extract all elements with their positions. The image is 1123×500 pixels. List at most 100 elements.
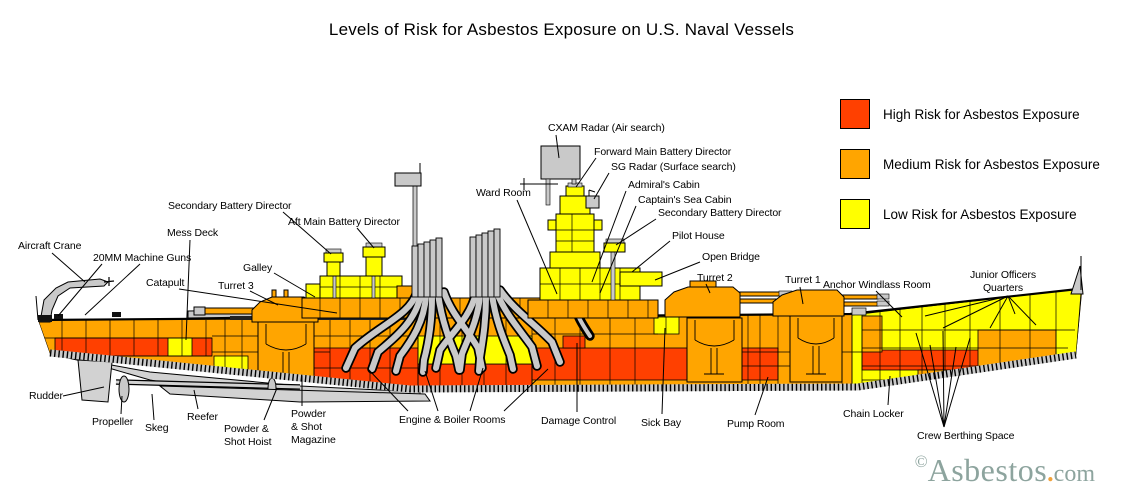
turret-1-barbette — [789, 315, 843, 383]
legend-swatch-0 — [840, 99, 870, 129]
turret-1 — [772, 289, 845, 317]
forward-main-battery-director-cap — [565, 185, 585, 197]
label-rudder: Rudder — [29, 390, 63, 402]
leader-forward-main-battery-director — [575, 157, 597, 188]
label-turret-1: Turret 1 — [785, 274, 821, 286]
leader-engine-boiler-rooms-0 — [367, 368, 409, 412]
leader-junior-officers-quarters-0 — [924, 295, 1009, 317]
label-propeller: Propeller — [92, 416, 134, 428]
anchor-windlass-fitting — [851, 307, 867, 316]
leader-crew-berthing-space-2 — [942, 330, 945, 428]
label-turret-2: Turret 2 — [697, 272, 733, 284]
label-junior-officers-quarters: Junior Officers Quarters — [970, 269, 1036, 294]
turret-1-muzzle-a — [876, 293, 890, 300]
open-bridge-wing — [619, 271, 663, 287]
label-pilot-house: Pilot House — [672, 230, 725, 242]
aft-director-top-b — [365, 242, 383, 248]
tower-level-1 — [549, 251, 601, 269]
label-20mm-machine-guns: 20MM Machine Guns — [93, 252, 191, 264]
label-powder-shot-magazine: Powder & Shot Magazine — [291, 408, 336, 446]
leader-20mm-machine-guns-1 — [84, 263, 141, 316]
leader-open-bridge — [654, 261, 701, 281]
leader-pump-room — [754, 376, 769, 416]
leader-secondary-battery-director-aft — [282, 211, 332, 255]
bridge-base-grid — [547, 300, 649, 318]
watermark-name: Asbestos — [927, 452, 1048, 488]
aft-director-pole-a — [332, 275, 337, 299]
label-galley: Galley — [243, 262, 273, 274]
yardarm — [520, 178, 558, 190]
leader-powder-shot-hoist — [263, 387, 278, 421]
leader-aircraft-crane — [51, 252, 86, 283]
leader-turret-2 — [705, 283, 711, 294]
turret-3-barrel — [203, 307, 257, 315]
barbettes — [257, 315, 843, 383]
leader-engine-boiler-rooms-3 — [503, 368, 549, 412]
leader-pilot-house — [631, 240, 671, 273]
cxam-radar-antenna — [540, 145, 581, 180]
label-powder-shot-hoist: Powder & Shot Hoist — [224, 423, 272, 448]
uptakes — [343, 287, 592, 375]
label-secondary-battery-director-aft: Secondary Battery Director — [168, 200, 292, 212]
leader-skeg — [151, 393, 155, 421]
label-chain-locker: Chain Locker — [843, 408, 904, 420]
turret-3-muzzle — [193, 306, 206, 316]
legend-swatch-2 — [840, 199, 870, 229]
turret-2-barrel-a — [737, 291, 781, 297]
legend-item-2: Low Risk for Asbestos Exposure — [840, 199, 1100, 229]
label-secondary-battery-director-fwd: Secondary Battery Director — [658, 207, 782, 219]
funnel-uptakes — [341, 228, 595, 377]
label-pump-room: Pump Room — [727, 418, 785, 430]
leader-sick-bay — [661, 327, 666, 415]
label-aircraft-crane: Aircraft Crane — [18, 240, 82, 252]
turret-1-barrel-a — [841, 294, 879, 300]
tower-grid — [556, 214, 594, 252]
radar-support — [545, 178, 551, 206]
sg-radar-antenna — [585, 195, 600, 209]
leader-aft-main-battery-director — [356, 227, 375, 249]
forward-turrets — [664, 256, 1084, 318]
label-damage-control: Damage Control — [541, 415, 616, 427]
watermark: ©Asbestos.com — [915, 452, 1095, 489]
leader-sg-radar — [593, 172, 610, 200]
watermark-copyright: © — [914, 452, 928, 471]
leader-turret-1 — [799, 286, 804, 305]
bilge-strip-ribs — [49, 349, 1077, 393]
aft-director-box-b — [365, 256, 383, 277]
bridge-base — [527, 299, 659, 319]
label-anchor-windlass-room: Anchor Windlass Room — [823, 279, 931, 291]
leader-rudder — [62, 386, 105, 397]
legend: High Risk for Asbestos Exposure Medium Ri… — [840, 99, 1100, 250]
leader-chain-locker — [887, 375, 891, 406]
leader-cxam-radar — [555, 134, 560, 159]
leader-propeller — [120, 395, 123, 415]
turret-2-barbette — [686, 317, 743, 383]
underbody — [49, 353, 431, 403]
leader-crew-berthing-space-0 — [915, 332, 945, 428]
sg-radar-mast — [588, 189, 596, 196]
leader-catapult — [178, 288, 338, 314]
crane-hook — [103, 277, 115, 286]
turret-2 — [664, 286, 741, 318]
leader-20mm-machine-guns-0 — [57, 263, 103, 317]
leader-reefer — [193, 389, 199, 410]
leader-captains-sea-cabin — [599, 205, 637, 294]
label-captains-sea-cabin: Captain's Sea Cabin — [638, 194, 732, 206]
label-forward-main-battery-director: Forward Main Battery Director — [594, 146, 732, 158]
stern-flagstaff — [35, 295, 39, 321]
aft-director-box-a — [326, 261, 341, 277]
leader-secondary-battery-director-fwd — [615, 218, 657, 246]
20mm-gun-mount-fwd — [112, 312, 121, 317]
label-reefer: Reefer — [187, 411, 219, 423]
label-sg-radar: SG Radar (Surface search) — [611, 161, 736, 173]
aft-cabin-grid — [320, 276, 402, 298]
legend-label-0: High Risk for Asbestos Exposure — [883, 106, 1080, 122]
leader-junior-officers-quarters-3 — [1007, 295, 1016, 315]
legend-item-1: Medium Risk for Asbestos Exposure — [840, 149, 1100, 179]
leader-turret-3 — [249, 290, 279, 306]
leader-anchor-windlass-room — [875, 290, 903, 318]
leader-crew-berthing-space-1 — [929, 344, 945, 428]
aircraft-crane — [39, 278, 109, 323]
leader-junior-officers-quarters-2 — [989, 295, 1009, 329]
